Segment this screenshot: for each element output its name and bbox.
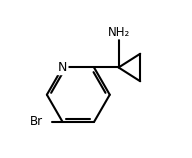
Text: NH₂: NH₂ [108,26,130,39]
Text: Br: Br [30,115,43,128]
Text: N: N [58,61,67,74]
